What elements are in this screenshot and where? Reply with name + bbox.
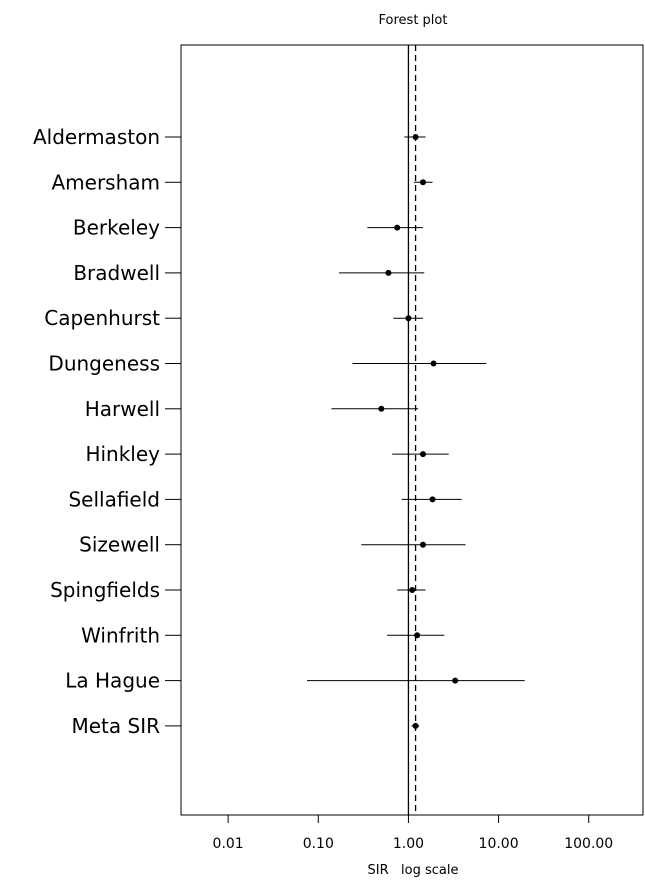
study-row: Dungeness (48, 352, 487, 376)
study-label: La Hague (65, 669, 160, 693)
study-row: Capenhurst (44, 306, 423, 330)
point-estimate (414, 632, 421, 639)
point-estimate (412, 134, 419, 140)
study-row: Hinkley (85, 442, 449, 466)
point-estimate (430, 360, 437, 367)
study-row: La Hague (65, 669, 525, 693)
reference-lines (407, 45, 417, 815)
x-axis-title: SIR log scale (368, 863, 459, 878)
study-label: Meta SIR (71, 714, 160, 738)
point-estimate (419, 541, 426, 548)
point-estimate (419, 451, 426, 458)
study-row: Winfrith (81, 623, 445, 647)
study-label: Dungeness (48, 352, 160, 376)
x-tick-label: 0.01 (213, 836, 244, 852)
study-label: Sizewell (79, 533, 160, 557)
study-row: Aldermaston (33, 125, 426, 149)
study-row: Meta SIR (71, 714, 420, 738)
plot-frame (180, 44, 644, 816)
study-row: Sellafield (68, 487, 462, 511)
x-tick-label: 0.10 (303, 836, 334, 852)
study-label: Harwell (85, 397, 160, 421)
study-label: Winfrith (81, 623, 160, 647)
study-rows: Aldermaston Amersham Berkeley Bradwell Capen… (33, 125, 525, 738)
study-row: Amersham (51, 170, 433, 194)
point-estimate (405, 315, 412, 322)
study-label: Aldermaston (33, 125, 160, 149)
study-label: Spingfields (50, 578, 160, 602)
study-row: Sizewell (79, 533, 466, 557)
study-label: Amersham (51, 170, 160, 194)
chart-title: Forest plot (379, 13, 448, 28)
point-estimate (412, 722, 419, 729)
study-row: Harwell (85, 397, 419, 421)
x-tick-label: 10.00 (479, 836, 519, 852)
point-estimate (378, 405, 385, 412)
study-label: Bradwell (73, 261, 160, 285)
x-tick-label: 100.00 (564, 836, 613, 852)
x-axis-ticks: 0.01 0.10 1.00 10.00 100.00 (213, 815, 613, 852)
study-row: Bradwell (73, 261, 425, 285)
study-row: Spingfields (50, 578, 426, 602)
point-estimate (429, 496, 436, 503)
study-label: Berkeley (73, 216, 160, 240)
point-estimate (385, 269, 392, 276)
study-label: Capenhurst (44, 306, 160, 330)
point-estimate (452, 677, 459, 684)
point-estimate (394, 224, 401, 231)
study-label: Sellafield (68, 487, 160, 511)
study-label: Hinkley (85, 442, 160, 466)
point-estimate (409, 587, 416, 593)
x-tick-label: 1.00 (393, 836, 424, 852)
point-estimate (419, 179, 426, 186)
study-row: Berkeley (73, 216, 423, 240)
